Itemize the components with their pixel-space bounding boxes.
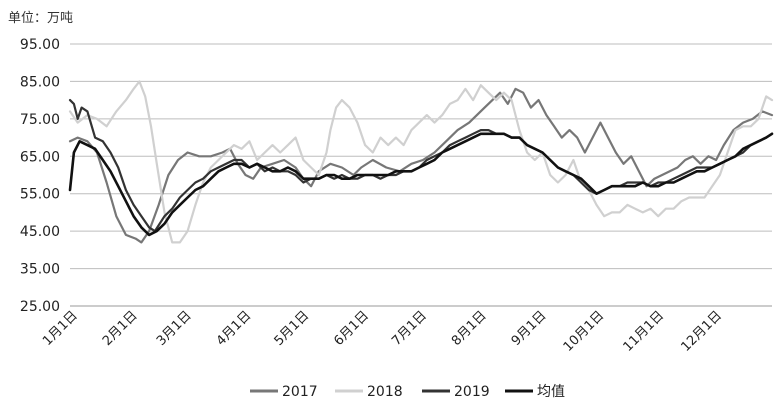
y-tick-label: 35.00 — [20, 262, 60, 278]
series-line-2 — [68, 80, 774, 244]
series-lines — [68, 80, 774, 244]
legend-label: 2019 — [454, 384, 490, 400]
y-axis: 25.00 35.00 45.00 55.00 65.00 75.00 85.00 95.00 — [20, 37, 60, 315]
x-tick-label: 5月1日 — [272, 308, 313, 349]
x-tick-label: 4月1日 — [214, 308, 255, 349]
series-line-1 — [68, 87, 774, 244]
x-tick-label: 7月1日 — [389, 308, 430, 349]
gridlines — [70, 43, 772, 307]
legend-label: 2017 — [282, 384, 318, 400]
x-tick-label: 12月1日 — [678, 308, 725, 355]
x-axis: 1月1日 2月1日 3月1日 4月1日 5月1日 6月1日 7月1日 8月1日 9月1日 10月1… — [40, 308, 725, 355]
x-tick-label: 10月1日 — [561, 308, 608, 355]
legend: 2017 2018 2019 均值 — [250, 384, 565, 400]
y-tick-label: 25.00 — [20, 299, 60, 315]
x-tick-label: 11月1日 — [621, 308, 668, 355]
x-tick-label: 6月1日 — [331, 308, 372, 349]
x-tick-label: 3月1日 — [154, 308, 195, 349]
y-tick-label: 75.00 — [20, 112, 60, 128]
y-tick-label: 55.00 — [20, 187, 60, 203]
series-line-4 — [68, 132, 774, 237]
x-tick-label: 9月1日 — [509, 308, 550, 349]
y-tick-label: 65.00 — [20, 149, 60, 165]
legend-label: 均值 — [537, 384, 565, 400]
y-tick-label: 45.00 — [20, 224, 60, 240]
y-tick-label: 95.00 — [20, 37, 60, 53]
legend-label: 2018 — [367, 384, 403, 400]
y-tick-label: 85.00 — [20, 74, 60, 90]
x-tick-label: 8月1日 — [449, 308, 490, 349]
x-tick-label: 2月1日 — [100, 308, 141, 349]
unit-label: 单位：万吨 — [8, 11, 73, 26]
